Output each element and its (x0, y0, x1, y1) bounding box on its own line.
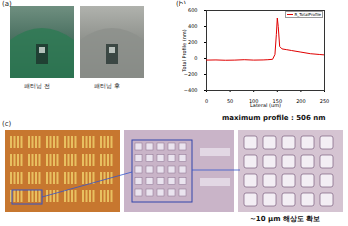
svg-text:200: 200 (296, 98, 306, 104)
html-text:~10 μm 해상도 확보: ~10 μm 해상도 확보 (250, 215, 321, 223)
svg-text:−400: −400 (184, 87, 198, 93)
svg-text:200: 200 (188, 39, 198, 45)
svg-text:0: 0 (194, 55, 197, 61)
html-text:maximum profile : 506 nm: maximum profile : 506 nm (222, 114, 326, 122)
svg-text:0: 0 (205, 98, 208, 104)
html-text:패터닝 후: 패터닝 후 (94, 82, 120, 89)
svg-text:400: 400 (188, 23, 198, 29)
html-text:(a): (a) (2, 0, 12, 8)
svg-text:Lateral (um): Lateral (um) (250, 102, 281, 108)
svg-text:Total Profile (nm): Total Profile (nm) (181, 29, 187, 72)
html-text:패터닝 전: 패터닝 전 (24, 82, 50, 89)
html-text:R_TotalProfile: R_TotalProfile (294, 12, 321, 17)
svg-text:−200: −200 (183, 71, 198, 78)
svg-text:250: 250 (320, 98, 330, 104)
html-text:(c): (c) (2, 120, 12, 128)
html-text:(b): (b) (176, 0, 186, 8)
svg-text:600: 600 (188, 7, 198, 13)
svg-text:50: 50 (227, 98, 233, 104)
